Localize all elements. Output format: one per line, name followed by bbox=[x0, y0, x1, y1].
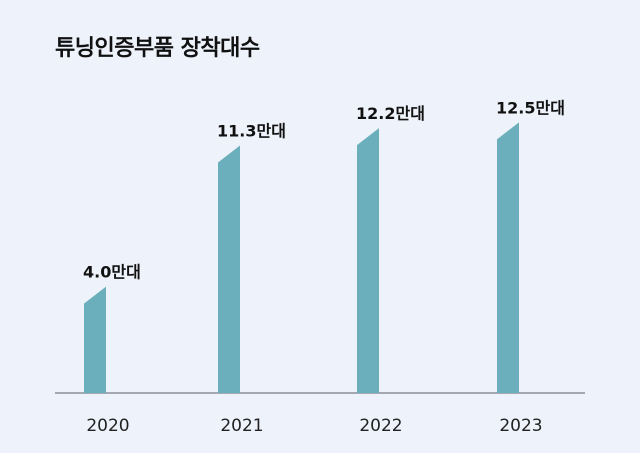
bar-2023 bbox=[497, 122, 519, 393]
chart-title: 튜닝인증부품 장착대수 bbox=[55, 36, 260, 61]
bar-2021 bbox=[218, 145, 240, 393]
x-tick-label: 2022 bbox=[359, 416, 402, 436]
x-tick-label: 2020 bbox=[86, 416, 129, 436]
bar-2022 bbox=[357, 128, 379, 393]
data-label: 12.5만대 bbox=[496, 98, 565, 117]
x-tick-label: 2021 bbox=[220, 416, 263, 436]
bar-2020 bbox=[84, 286, 106, 393]
data-label: 11.3만대 bbox=[217, 122, 286, 141]
data-label: 12.2만대 bbox=[356, 104, 425, 123]
x-tick-label: 2023 bbox=[499, 416, 542, 436]
data-label: 4.0만대 bbox=[83, 263, 141, 282]
